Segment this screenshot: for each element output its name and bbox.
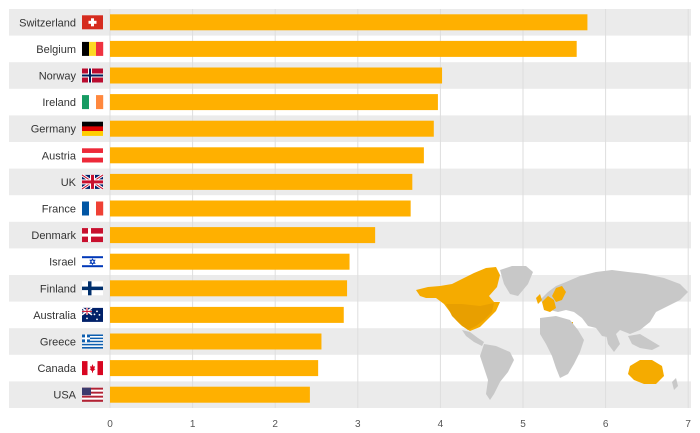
central-america-shape [462, 330, 484, 346]
southeast-asia-shape [628, 334, 660, 350]
finland-flag [82, 281, 103, 296]
uk-flag [81, 173, 104, 191]
israel-flag [82, 254, 103, 269]
category-label: Canada [37, 363, 76, 375]
category-label: France [42, 204, 76, 216]
australia-shape [628, 360, 664, 384]
germany-flag [82, 121, 103, 136]
category-label: UK [61, 177, 77, 189]
scandinavia-shape [552, 286, 566, 302]
eurasia-shape [540, 270, 688, 338]
category-label: Finland [40, 283, 76, 295]
norway-flag [82, 68, 103, 83]
category-label: Norway [39, 71, 77, 83]
denmark-flag [82, 228, 103, 243]
x-tick-label: 2 [272, 419, 278, 430]
flags [81, 15, 104, 402]
category-label: Israel [49, 257, 76, 269]
south-asia-shape [606, 334, 620, 352]
bar-belgium [110, 40, 577, 57]
belgium-flag [82, 41, 104, 56]
usa-shape [446, 303, 494, 330]
uk-shape [536, 294, 542, 304]
ireland-flag [82, 95, 104, 110]
greenland-shape [500, 266, 533, 296]
category-label: Ireland [42, 97, 76, 109]
x-tick-label: 7 [685, 419, 691, 430]
bar-norway [110, 67, 443, 84]
category-label: Greece [40, 337, 76, 349]
bar-switzerland [110, 14, 588, 31]
bar-israel [110, 253, 350, 270]
category-label: Australia [33, 310, 77, 322]
austria-flag [82, 148, 103, 163]
france-flag [82, 201, 104, 216]
x-tick-label: 6 [603, 419, 609, 430]
canada-flag [82, 361, 103, 376]
bar-australia [110, 306, 344, 323]
category-label: Switzerland [19, 17, 76, 29]
swiss-flag [82, 15, 103, 30]
bar-denmark [110, 227, 376, 244]
bars [110, 14, 588, 403]
category-label: Austria [42, 150, 77, 162]
greece-flag [82, 334, 103, 349]
world-map [416, 266, 688, 400]
europe-highlight-shape [542, 296, 556, 312]
australia-flag [81, 307, 103, 322]
bar-canada [110, 360, 319, 377]
category-labels: Switzerland Belgium Norway Ireland Germany Au… [19, 17, 77, 401]
category-label: Germany [31, 124, 77, 136]
x-tick-label: 5 [520, 419, 526, 430]
bar-ireland [110, 94, 438, 111]
bar-uk [110, 173, 413, 190]
bar-austria [110, 147, 424, 164]
x-tick-label: 3 [355, 419, 361, 430]
x-tick-labels: 0 1 2 3 4 5 6 7 [107, 419, 691, 430]
south-america-shape [480, 344, 514, 400]
x-tick-label: 1 [190, 419, 196, 430]
usa-flag [82, 387, 103, 402]
category-label: Belgium [36, 44, 76, 56]
africa-shape [540, 316, 584, 378]
x-tick-label: 0 [107, 419, 113, 430]
category-label: Denmark [31, 230, 76, 242]
bar-germany [110, 120, 434, 137]
bar-france [110, 200, 411, 217]
new-zealand-shape [672, 378, 678, 390]
x-tick-label: 4 [438, 419, 444, 430]
bar-finland [110, 280, 348, 297]
bar-usa [110, 386, 310, 403]
bar-greece [110, 333, 322, 350]
category-label: USA [53, 390, 76, 402]
